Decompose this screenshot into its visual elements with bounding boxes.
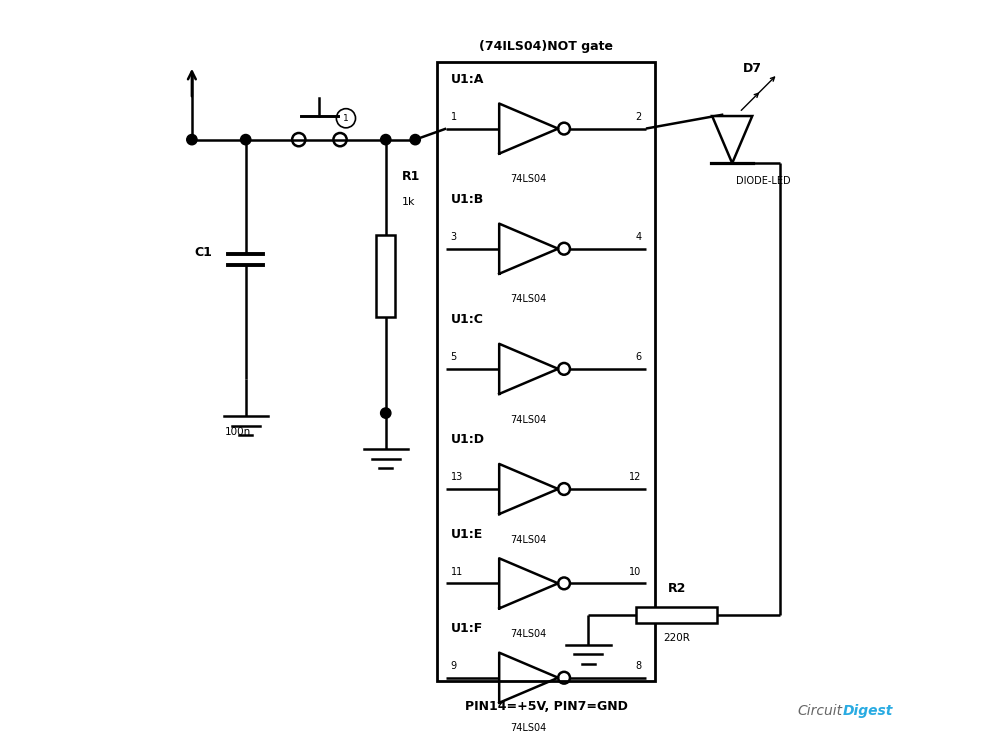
Text: DIODE-LED: DIODE-LED (736, 176, 790, 186)
Text: 74LS04: 74LS04 (511, 415, 547, 424)
Text: D7: D7 (743, 62, 762, 76)
Text: 11: 11 (451, 567, 463, 577)
Bar (636, 607, 717, 623)
Text: U1:C: U1:C (451, 313, 483, 326)
Polygon shape (712, 116, 752, 163)
Text: 74LS04: 74LS04 (511, 723, 547, 734)
Text: 100n: 100n (225, 427, 251, 437)
Text: Circuit: Circuit (798, 704, 843, 718)
Text: 1: 1 (343, 113, 349, 122)
Text: 220R: 220R (663, 633, 690, 643)
Text: U1:A: U1:A (451, 73, 484, 86)
Text: U1:F: U1:F (451, 622, 483, 635)
Text: 12: 12 (629, 472, 642, 482)
Text: 4: 4 (635, 232, 642, 242)
Text: 13: 13 (451, 472, 463, 482)
Text: U1:B: U1:B (451, 193, 484, 206)
Text: 2: 2 (635, 112, 642, 122)
Circle shape (410, 134, 420, 145)
Text: 10: 10 (629, 567, 642, 577)
Bar (437, 62, 655, 681)
Text: 6: 6 (635, 352, 642, 362)
Text: 74LS04: 74LS04 (511, 174, 547, 184)
Text: 3: 3 (451, 232, 457, 242)
Bar (376, 236, 395, 316)
Text: (74ILS04)NOT gate: (74ILS04)NOT gate (479, 41, 613, 53)
Text: 74LS04: 74LS04 (511, 294, 547, 304)
Text: 5: 5 (451, 352, 457, 362)
Text: 74LS04: 74LS04 (511, 535, 547, 544)
Text: 1: 1 (451, 112, 457, 122)
Text: C1: C1 (195, 246, 213, 258)
Circle shape (187, 134, 197, 145)
Text: U1:E: U1:E (451, 528, 483, 541)
Text: 1k: 1k (402, 198, 415, 207)
Text: U1:D: U1:D (451, 433, 485, 446)
Text: 8: 8 (635, 661, 642, 671)
Text: 74LS04: 74LS04 (511, 629, 547, 639)
Text: 9: 9 (451, 661, 457, 671)
Circle shape (381, 408, 391, 418)
Text: R2: R2 (668, 582, 686, 595)
Text: Digest: Digest (843, 704, 893, 718)
Text: R1: R1 (402, 170, 420, 183)
Circle shape (241, 134, 251, 145)
Text: PIN14=+5V, PIN7=GND: PIN14=+5V, PIN7=GND (465, 700, 628, 713)
Circle shape (381, 134, 391, 145)
